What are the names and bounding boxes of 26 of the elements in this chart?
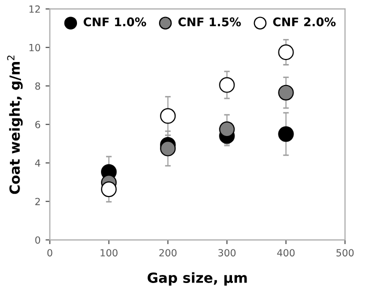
point — [160, 140, 176, 156]
legend-label: CNF 1.5% — [178, 17, 241, 26]
point — [101, 181, 117, 198]
legend-label: CNF 1.0% — [84, 17, 146, 26]
y-tick-label: 4 — [35, 160, 40, 167]
x-tick-label: 100 — [100, 249, 118, 256]
y-tick-label: 10 — [29, 44, 40, 52]
point — [160, 108, 176, 124]
x-axis-title: Gap size, μm — [148, 272, 247, 286]
point — [219, 121, 235, 138]
legend-label: CNF 2.0% — [273, 17, 336, 26]
y-tick-label: 12 — [29, 5, 40, 13]
y-tick-label: 8 — [35, 82, 40, 90]
x-tick-label: 200 — [159, 249, 177, 256]
point — [219, 77, 235, 93]
x-tick-label: 500 — [336, 249, 354, 256]
point — [278, 126, 294, 142]
y-axis-title: Coat weight, g/m$^{2}$ — [7, 56, 23, 194]
x-tick-label: 300 — [218, 249, 236, 256]
y-tick-label: 6 — [35, 120, 40, 128]
x-tick-label: 0 — [47, 249, 52, 256]
x-tick-label: 400 — [277, 249, 295, 256]
point — [278, 44, 294, 60]
y-tick-label: 2 — [35, 198, 40, 206]
point — [278, 84, 294, 100]
y-tick-label: 0 — [35, 236, 40, 244]
